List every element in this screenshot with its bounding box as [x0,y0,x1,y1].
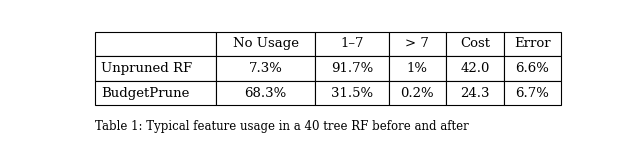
Text: Table 1: Typical feature usage in a 40 tree RF before and after: Table 1: Typical feature usage in a 40 t… [95,120,468,133]
